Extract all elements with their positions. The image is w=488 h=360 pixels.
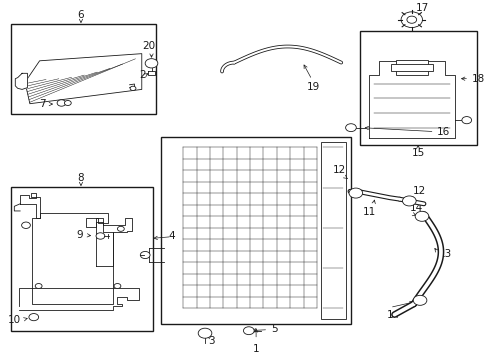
Circle shape <box>57 100 66 106</box>
Text: 12: 12 <box>332 165 346 175</box>
Text: 14: 14 <box>408 203 422 213</box>
Circle shape <box>29 314 39 321</box>
Text: 15: 15 <box>410 148 424 158</box>
Text: 10: 10 <box>8 315 21 325</box>
Bar <box>359 31 476 145</box>
Text: 17: 17 <box>415 3 428 13</box>
Text: 13: 13 <box>438 249 451 259</box>
Circle shape <box>345 124 356 132</box>
Circle shape <box>117 226 124 231</box>
Polygon shape <box>15 73 27 89</box>
Text: 19: 19 <box>306 82 319 92</box>
Bar <box>11 186 153 332</box>
Polygon shape <box>369 61 454 138</box>
Circle shape <box>402 196 415 206</box>
Bar <box>320 142 346 319</box>
Bar <box>395 60 427 75</box>
Bar <box>161 136 350 324</box>
Circle shape <box>243 327 254 335</box>
Circle shape <box>198 328 211 338</box>
Circle shape <box>96 233 104 239</box>
Circle shape <box>414 211 428 221</box>
Text: 20: 20 <box>142 41 155 51</box>
Circle shape <box>412 295 426 305</box>
Text: 4: 4 <box>168 231 175 241</box>
Circle shape <box>145 59 158 68</box>
Text: 2: 2 <box>139 70 145 80</box>
Text: 1: 1 <box>252 343 259 354</box>
Polygon shape <box>25 54 142 104</box>
Text: 14: 14 <box>386 310 399 320</box>
Text: 8: 8 <box>78 174 84 184</box>
Circle shape <box>400 12 422 28</box>
Circle shape <box>140 251 150 258</box>
Bar <box>11 24 156 114</box>
Text: 12: 12 <box>412 186 426 196</box>
Polygon shape <box>20 193 40 218</box>
Circle shape <box>130 86 136 90</box>
Text: 3: 3 <box>208 336 214 346</box>
Circle shape <box>406 16 416 23</box>
Polygon shape <box>19 288 139 310</box>
Text: 6: 6 <box>78 10 84 20</box>
Bar <box>390 64 432 71</box>
Circle shape <box>64 100 71 105</box>
Polygon shape <box>32 213 112 288</box>
Text: 11: 11 <box>362 207 375 217</box>
Circle shape <box>114 284 121 288</box>
Text: 5: 5 <box>270 324 277 334</box>
Text: 7: 7 <box>39 99 46 109</box>
Polygon shape <box>95 218 132 266</box>
Text: 9: 9 <box>77 230 83 240</box>
Circle shape <box>35 284 42 288</box>
Text: 18: 18 <box>470 74 484 84</box>
Circle shape <box>348 188 362 198</box>
Polygon shape <box>14 204 20 211</box>
Circle shape <box>21 222 30 229</box>
Text: 16: 16 <box>436 127 449 137</box>
Circle shape <box>461 117 470 124</box>
